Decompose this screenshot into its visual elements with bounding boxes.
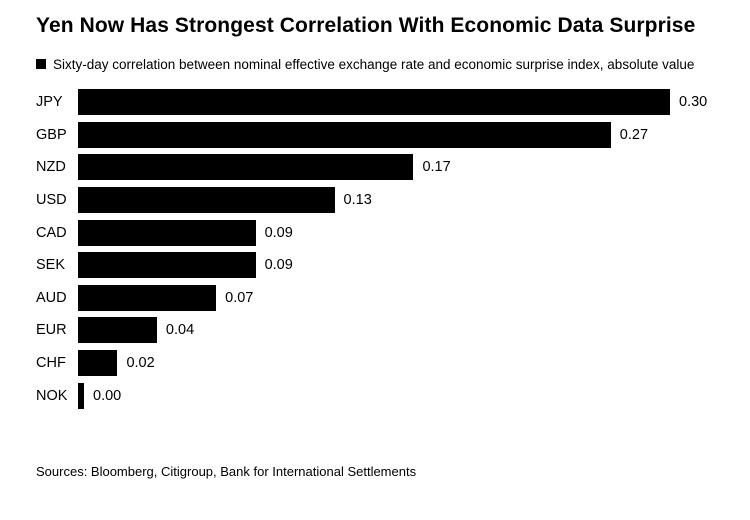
category-label: SEK bbox=[36, 257, 66, 274]
bar-row: EUR 0.04 bbox=[36, 317, 714, 344]
value-label: 0.27 bbox=[619, 126, 649, 143]
bar bbox=[78, 382, 84, 409]
bar-row: CAD 0.09 bbox=[36, 219, 714, 246]
legend: Sixty-day correlation between nominal ef… bbox=[36, 56, 714, 74]
category-label: NOK bbox=[36, 387, 68, 404]
bar bbox=[78, 121, 611, 148]
bar-row: CHF 0.02 bbox=[36, 350, 714, 377]
bar-row: NZD 0.17 bbox=[36, 154, 714, 181]
value-label: 0.30 bbox=[679, 94, 708, 111]
bar-row: SEK 0.09 bbox=[36, 252, 714, 279]
value-label: 0.17 bbox=[422, 159, 451, 176]
value-label: 0.09 bbox=[264, 257, 293, 274]
bar-chart: JPY 0.30 GBP 0.27 NZD 0.17 USD 0.13 CAD 0.09 SEK 0.… bbox=[36, 89, 714, 409]
category-label: AUD bbox=[36, 289, 67, 306]
bar bbox=[78, 350, 118, 377]
bar bbox=[78, 89, 670, 116]
bar bbox=[78, 252, 256, 279]
bar bbox=[78, 187, 335, 214]
category-label: CHF bbox=[36, 355, 66, 372]
category-label: JPY bbox=[36, 94, 63, 111]
bar bbox=[78, 284, 217, 311]
legend-label: Sixty-day correlation between nominal ef… bbox=[53, 56, 695, 72]
category-label: EUR bbox=[36, 322, 67, 339]
chart-title: Yen Now Has Strongest Correlation With E… bbox=[36, 14, 696, 37]
value-label: 0.07 bbox=[225, 289, 254, 306]
bar bbox=[78, 219, 256, 246]
value-label: 0.00 bbox=[93, 387, 122, 404]
bar-row: JPY 0.30 bbox=[36, 89, 714, 116]
value-label: 0.09 bbox=[264, 224, 293, 241]
bar-row: NOK 0.00 bbox=[36, 382, 714, 409]
bar bbox=[78, 154, 414, 181]
bar-row: USD 0.13 bbox=[36, 187, 714, 214]
category-label: NZD bbox=[36, 159, 66, 176]
bar-row: GBP 0.27 bbox=[36, 121, 714, 148]
category-label: USD bbox=[36, 192, 67, 209]
value-label: 0.04 bbox=[165, 322, 195, 339]
source-line: Sources: Bloomberg, Citigroup, Bank for … bbox=[36, 463, 417, 479]
value-label: 0.13 bbox=[343, 192, 372, 209]
category-label: CAD bbox=[36, 224, 67, 241]
bar-row: AUD 0.07 bbox=[36, 284, 714, 311]
bar bbox=[78, 317, 157, 344]
category-label: GBP bbox=[36, 126, 67, 143]
value-label: 0.02 bbox=[126, 355, 155, 372]
legend-swatch-icon bbox=[36, 58, 46, 69]
